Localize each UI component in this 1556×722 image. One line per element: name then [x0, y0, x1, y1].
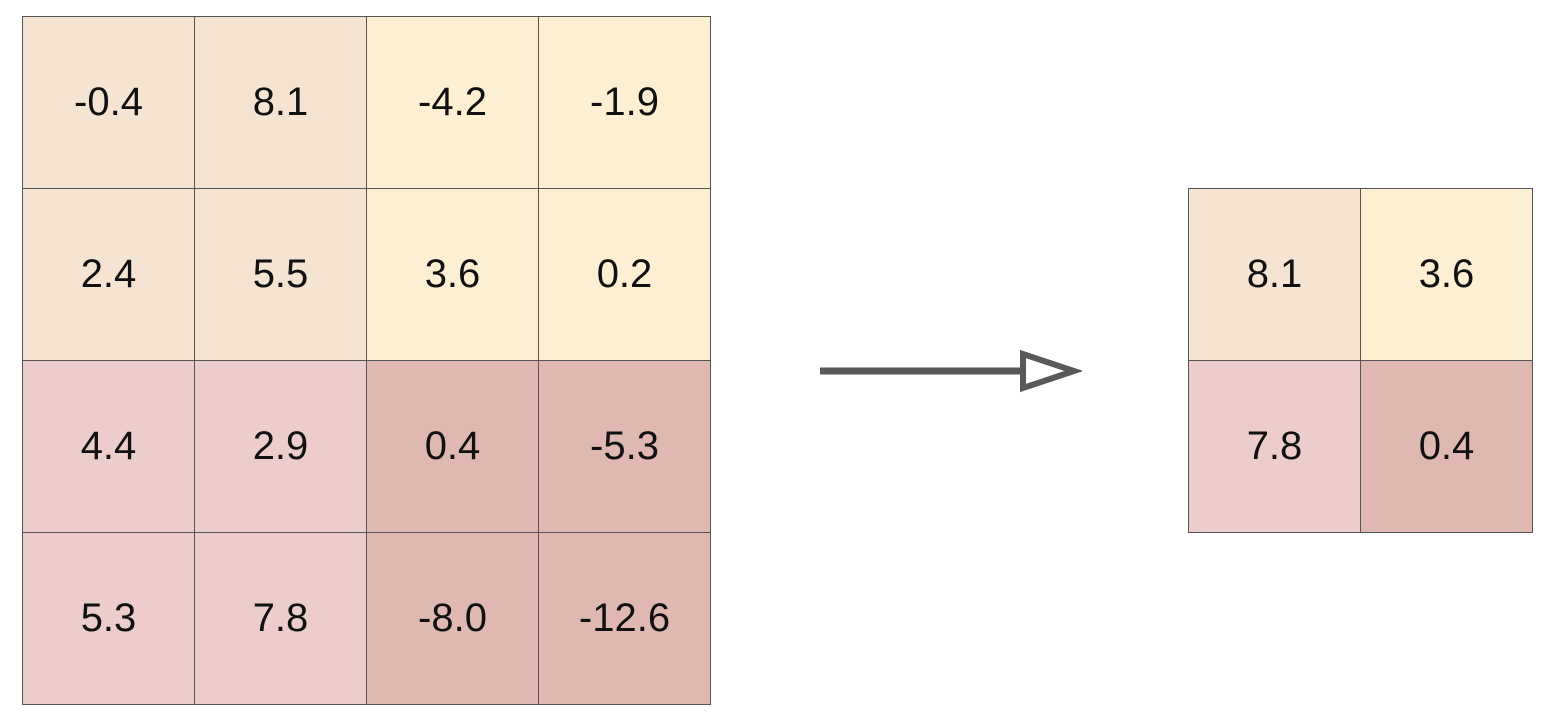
output-matrix: 8.1 3.6 7.8 0.4: [1188, 188, 1533, 533]
input-cell-r1-c0: 2.4: [22, 188, 195, 361]
input-cell-r2-c3: -5.3: [538, 360, 711, 533]
output-cell-r1-c0: 7.8: [1188, 360, 1361, 533]
output-cell-r0-c0: 8.1: [1188, 188, 1361, 361]
input-cell-r3-c0: 5.3: [22, 532, 195, 705]
input-cell-r2-c1: 2.9: [194, 360, 367, 533]
output-cell-r0-c1: 3.6: [1360, 188, 1533, 361]
input-cell-r0-c0: -0.4: [22, 16, 195, 189]
input-cell-r2-c2: 0.4: [366, 360, 539, 533]
input-cell-r3-c3: -12.6: [538, 532, 711, 705]
input-cell-r2-c0: 4.4: [22, 360, 195, 533]
input-cell-r3-c2: -8.0: [366, 532, 539, 705]
output-cell-r1-c1: 0.4: [1360, 360, 1533, 533]
input-matrix: -0.4 8.1 -4.2 -1.9 2.4 5.5 3.6 0.2 4.4 2…: [22, 16, 711, 705]
input-cell-r0-c2: -4.2: [366, 16, 539, 189]
input-cell-r1-c3: 0.2: [538, 188, 711, 361]
input-cell-r0-c3: -1.9: [538, 16, 711, 189]
input-cell-r3-c1: 7.8: [194, 532, 367, 705]
input-cell-r0-c1: 8.1: [194, 16, 367, 189]
input-cell-r1-c2: 3.6: [366, 188, 539, 361]
input-cell-r1-c1: 5.5: [194, 188, 367, 361]
right-arrow-icon: [820, 349, 1082, 393]
